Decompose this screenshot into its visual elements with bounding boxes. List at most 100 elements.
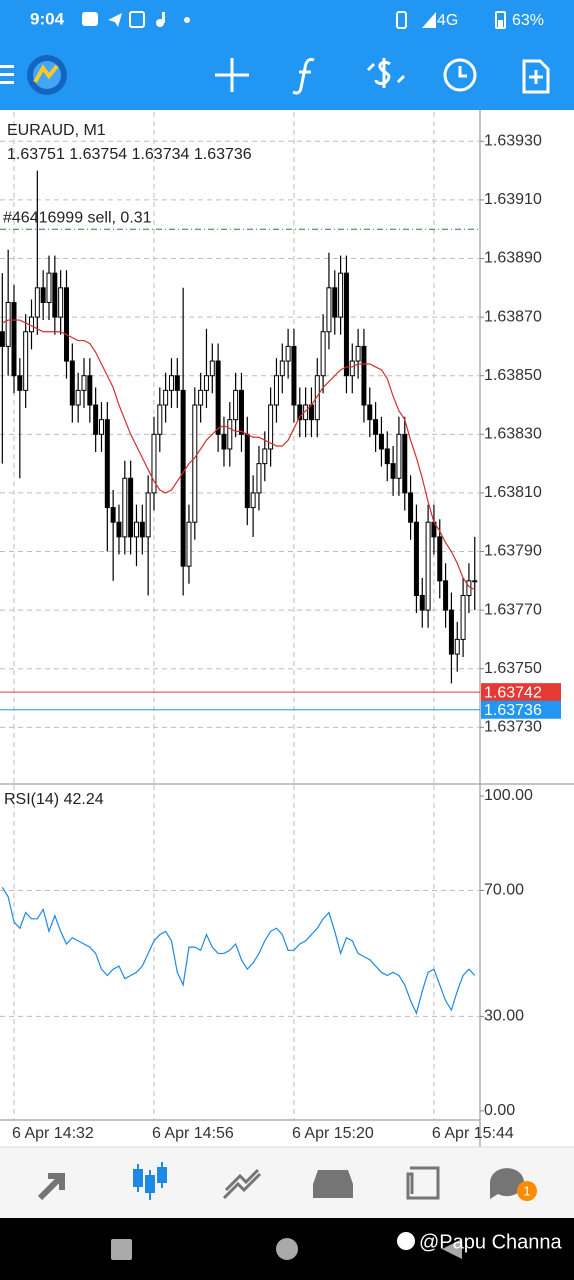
candle-body — [58, 287, 64, 318]
y-tick-label: 0.00 — [484, 1102, 515, 1119]
x-tick-label: 6 Apr 15:44 — [432, 1125, 514, 1142]
candle-body — [233, 389, 239, 421]
candle-body — [0, 331, 5, 347]
nav-messages[interactable] — [490, 1168, 524, 1199]
candle-body — [93, 404, 99, 435]
candle-body — [454, 638, 460, 655]
candle-body — [338, 272, 344, 318]
ohlc-label: 1.63751 1.63754 1.63734 1.63736 — [7, 146, 252, 163]
app-logo[interactable] — [27, 55, 67, 95]
candle-body — [110, 507, 116, 523]
candle-body — [52, 272, 58, 318]
candle-body — [69, 360, 75, 406]
candle-body — [34, 287, 40, 318]
history-button[interactable] — [443, 58, 477, 92]
crosshair-button[interactable] — [215, 58, 249, 92]
nav-chart[interactable] — [133, 1162, 167, 1200]
watermark: @Papu Channa — [419, 1231, 563, 1253]
y-tick-label: 100.00 — [484, 787, 533, 804]
nav-quotes[interactable] — [37, 1173, 65, 1201]
candle-body — [408, 492, 414, 523]
trade-button[interactable] — [366, 58, 406, 88]
candle-body — [87, 375, 93, 406]
candle-body — [75, 389, 81, 406]
candle-body — [238, 389, 244, 435]
nav-badge-circle — [517, 1181, 537, 1201]
system-back[interactable] — [442, 1239, 462, 1259]
y-tick-label: 1.63910 — [484, 191, 542, 208]
candle-body — [157, 404, 163, 435]
system-home[interactable] — [276, 1238, 298, 1260]
candle-body — [46, 272, 52, 303]
candle-body — [343, 272, 349, 377]
candle-body — [390, 463, 396, 479]
candle-body — [373, 419, 379, 435]
status-network: 4G — [437, 12, 458, 29]
rsi-title: RSI(14) 42.24 — [4, 791, 104, 808]
candle-body — [384, 448, 390, 465]
moving-average — [2, 319, 476, 591]
candle-body — [320, 331, 326, 377]
y-tick-label: 1.63790 — [484, 543, 542, 560]
candle-body — [11, 301, 17, 377]
candle-body — [466, 580, 472, 596]
status-battery: 63% — [512, 12, 544, 29]
y-tick-label: 1.63730 — [484, 719, 542, 736]
y-tick-label: 70.00 — [484, 882, 524, 899]
candle-body — [326, 287, 332, 333]
candle-body — [192, 404, 198, 523]
candle-body — [174, 375, 180, 391]
candle-body — [5, 301, 11, 347]
candle-body — [227, 419, 233, 450]
candle-body — [355, 345, 361, 362]
new-order-button[interactable] — [522, 59, 550, 94]
order-label: #46416999 sell, 0.31 — [3, 209, 152, 226]
candle-body — [133, 521, 139, 538]
candle-body — [168, 375, 174, 391]
candle-body — [244, 433, 250, 509]
ask-label-box — [481, 683, 561, 702]
nav-history[interactable] — [313, 1170, 353, 1198]
candle-body — [63, 287, 69, 362]
y-tick-label: 1.63750 — [484, 660, 542, 677]
status-time: 9:04 — [30, 9, 65, 28]
rsi-line — [1, 887, 476, 1016]
candle-body — [163, 389, 169, 406]
candle-body — [40, 287, 46, 303]
nav-trade[interactable] — [222, 1168, 262, 1200]
candle-body — [402, 433, 408, 494]
candle-body — [122, 477, 128, 538]
y-tick-label: 1.63870 — [484, 308, 542, 325]
candle-body — [437, 536, 443, 582]
candle-body — [23, 331, 29, 391]
candle-body — [413, 521, 419, 596]
candle-body — [98, 419, 104, 435]
x-tick-label: 6 Apr 14:56 — [152, 1125, 234, 1142]
candle-body — [378, 433, 384, 450]
candle-body — [221, 433, 227, 450]
candle-body — [128, 477, 134, 538]
candle-body — [314, 375, 320, 421]
ask-label: 1.63742 — [484, 684, 542, 701]
system-recents[interactable] — [111, 1239, 132, 1260]
candle-body — [209, 360, 215, 377]
x-tick-label: 6 Apr 14:32 — [12, 1125, 94, 1142]
bid-label-box — [481, 700, 561, 719]
candle-body — [273, 375, 279, 406]
indicators-button[interactable] — [292, 58, 315, 95]
candle-body — [472, 580, 478, 583]
candle-body — [291, 345, 297, 406]
nav-news[interactable] — [406, 1166, 440, 1200]
y-tick-label: 1.63890 — [484, 250, 542, 267]
y-tick-label: 1.63830 — [484, 426, 542, 443]
candle-body — [186, 521, 192, 567]
status-icons — [82, 11, 506, 29]
candle-body — [279, 360, 285, 377]
y-tick-label: 1.63850 — [484, 367, 542, 384]
candle-body — [332, 287, 338, 318]
menu-button[interactable] — [0, 65, 14, 84]
candle-body — [262, 448, 268, 465]
candle-body — [297, 404, 303, 421]
candle-body — [203, 375, 209, 391]
